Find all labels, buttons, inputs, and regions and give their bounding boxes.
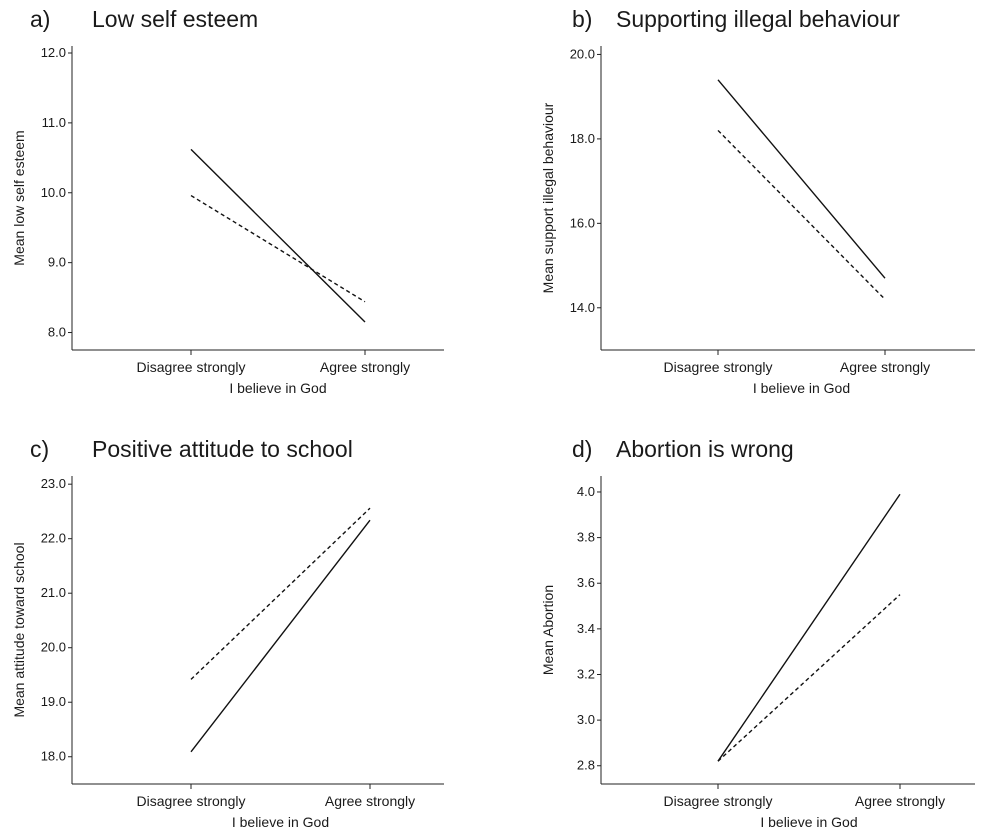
series-line-dashed: [190, 194, 366, 303]
y-tick-label: 3.8: [577, 530, 595, 545]
x-category-label: Agree strongly: [320, 359, 410, 375]
x-category-label: Disagree strongly: [137, 793, 246, 809]
x-category-label: Agree strongly: [840, 359, 930, 375]
y-tick-label: 4.0: [577, 484, 595, 499]
series-line-dashed: [717, 129, 886, 300]
x-axis-label: I believe in God: [753, 380, 850, 396]
panel-c: c) Positive attitude to school 18.0 19.0 2…: [11, 436, 444, 829]
x-axis-label: I believe in God: [760, 814, 857, 829]
panel-d-letter: d): [572, 436, 592, 462]
y-tick-label: 3.6: [577, 575, 595, 590]
series-line-dashed: [190, 507, 371, 680]
y-tick-label: 23.0: [41, 476, 66, 491]
y-tick-label: 20.0: [41, 640, 66, 655]
panel-c-letter: c): [30, 436, 49, 462]
y-tick-label: 12.0: [41, 45, 66, 60]
panel-a-title: Low self esteem: [92, 6, 258, 32]
series-line-dashed: [717, 594, 901, 762]
series-line-solid: [190, 148, 366, 323]
panel-d-title: Abortion is wrong: [616, 436, 794, 462]
panel-a-plot: 8.0 9.0 10.0 11.0 12.0 Disagree strongly Agree…: [11, 45, 444, 396]
x-category-label: Disagree strongly: [137, 359, 246, 375]
panel-c-plot: 18.0 19.0 20.0 21.0 22.0 23.0 Disagree strongl…: [11, 476, 444, 829]
y-tick-label: 20.0: [570, 46, 595, 61]
y-tick-label: 11.0: [42, 115, 66, 130]
y-tick-label: 18.0: [570, 131, 595, 146]
y-tick-label: 2.8: [577, 758, 595, 773]
y-tick-label: 21.0: [41, 585, 66, 600]
y-tick-label: 3.4: [577, 621, 595, 636]
y-tick-label: 8.0: [48, 325, 66, 340]
panel-a: a) Low self esteem 8.0 9.0 10.0 11.0 12.0 Dis…: [11, 6, 444, 396]
y-tick-label: 16.0: [570, 215, 595, 230]
y-axis-label: Mean low self esteem: [11, 130, 27, 265]
y-axis-label: Mean attitude toward school: [11, 542, 27, 717]
y-tick-label: 14.0: [570, 300, 595, 315]
panel-a-letter: a): [30, 6, 50, 32]
x-category-label: Disagree strongly: [664, 793, 773, 809]
y-tick-label: 3.0: [577, 712, 595, 727]
series-line-solid: [717, 493, 901, 762]
x-axis-label: I believe in God: [229, 380, 326, 396]
panel-b-title: Supporting illegal behaviour: [616, 6, 900, 32]
panel-b: b) Supporting illegal behaviour 14.0 16.0…: [540, 6, 975, 396]
y-axis-label: Mean Abortion: [540, 585, 556, 675]
y-tick-label: 18.0: [41, 749, 66, 764]
panel-c-title: Positive attitude to school: [92, 436, 353, 462]
x-category-label: Disagree strongly: [664, 359, 773, 375]
y-tick-label: 3.2: [577, 666, 595, 681]
panel-d: d) Abortion is wrong 2.8 3.0 3.2 3.4 3.6 3.8 4…: [540, 436, 975, 829]
y-tick-label: 10.0: [41, 185, 66, 200]
y-tick-label: 9.0: [48, 255, 66, 270]
x-category-label: Agree strongly: [855, 793, 945, 809]
x-category-label: Agree strongly: [325, 793, 415, 809]
panel-b-letter: b): [572, 6, 592, 32]
x-axis-label: I believe in God: [232, 814, 329, 829]
panel-b-plot: 14.0 16.0 18.0 20.0 Disagree strongly Agree s…: [540, 46, 975, 396]
series-line-solid: [717, 79, 886, 279]
y-tick-label: 19.0: [41, 694, 66, 709]
panel-d-plot: 2.8 3.0 3.2 3.4 3.6 3.8 4.0 Disagree strongly Ag…: [540, 476, 975, 829]
series-line-solid: [190, 519, 371, 753]
y-axis-label: Mean support illegal behaviour: [540, 102, 556, 293]
y-tick-label: 22.0: [41, 531, 66, 546]
